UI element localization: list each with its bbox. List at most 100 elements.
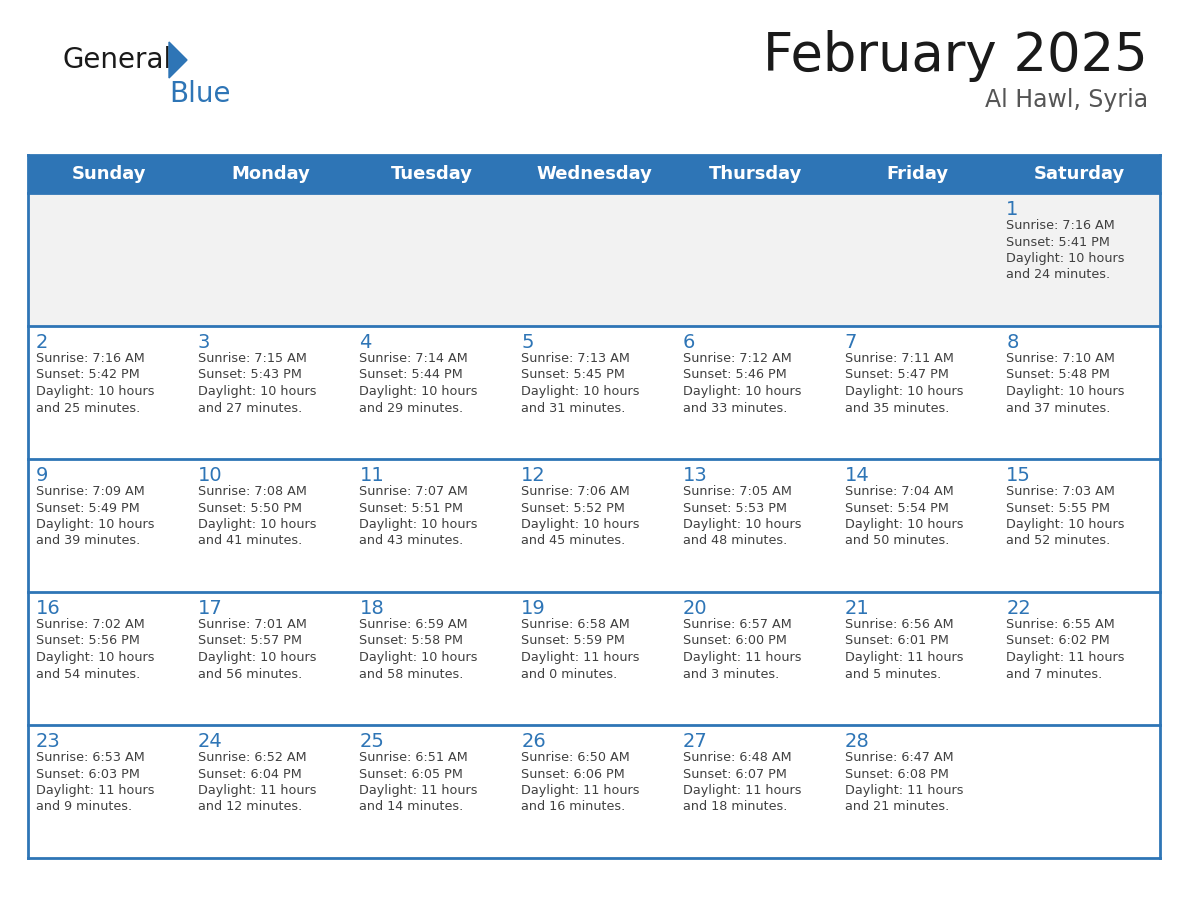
Bar bbox=[29, 459, 190, 592]
Text: 20: 20 bbox=[683, 599, 708, 618]
Text: Sunset: 5:45 PM: Sunset: 5:45 PM bbox=[522, 368, 625, 382]
Text: and 18 minutes.: and 18 minutes. bbox=[683, 800, 788, 813]
Text: and 56 minutes.: and 56 minutes. bbox=[197, 667, 302, 680]
Text: 9: 9 bbox=[36, 466, 49, 485]
Bar bbox=[998, 326, 1159, 459]
Text: Daylight: 10 hours: Daylight: 10 hours bbox=[1006, 385, 1125, 398]
Text: Sunset: 5:44 PM: Sunset: 5:44 PM bbox=[360, 368, 463, 382]
Bar bbox=[998, 459, 1159, 592]
Text: Sunset: 6:03 PM: Sunset: 6:03 PM bbox=[36, 767, 140, 780]
Text: Sunrise: 6:51 AM: Sunrise: 6:51 AM bbox=[360, 751, 468, 764]
Text: 14: 14 bbox=[845, 466, 870, 485]
Bar bbox=[836, 592, 998, 725]
Bar bbox=[29, 193, 190, 326]
Bar bbox=[513, 725, 675, 858]
Text: and 39 minutes.: and 39 minutes. bbox=[36, 534, 140, 547]
Bar bbox=[352, 459, 513, 592]
Text: Daylight: 10 hours: Daylight: 10 hours bbox=[522, 518, 639, 531]
Text: Sunday: Sunday bbox=[71, 165, 146, 183]
Text: Sunrise: 7:10 AM: Sunrise: 7:10 AM bbox=[1006, 352, 1116, 365]
Text: Daylight: 10 hours: Daylight: 10 hours bbox=[197, 651, 316, 664]
Text: 3: 3 bbox=[197, 333, 210, 352]
Text: and 58 minutes.: and 58 minutes. bbox=[360, 667, 463, 680]
Text: Saturday: Saturday bbox=[1034, 165, 1125, 183]
Text: and 9 minutes.: and 9 minutes. bbox=[36, 800, 132, 813]
Text: Sunrise: 6:52 AM: Sunrise: 6:52 AM bbox=[197, 751, 307, 764]
Text: and 41 minutes.: and 41 minutes. bbox=[197, 534, 302, 547]
Bar bbox=[675, 193, 836, 326]
Text: Daylight: 10 hours: Daylight: 10 hours bbox=[197, 518, 316, 531]
Text: Sunrise: 7:03 AM: Sunrise: 7:03 AM bbox=[1006, 485, 1116, 498]
Text: 18: 18 bbox=[360, 599, 384, 618]
Text: Sunrise: 7:14 AM: Sunrise: 7:14 AM bbox=[360, 352, 468, 365]
Text: 24: 24 bbox=[197, 732, 222, 751]
Text: Sunrise: 6:53 AM: Sunrise: 6:53 AM bbox=[36, 751, 145, 764]
Text: 27: 27 bbox=[683, 732, 708, 751]
Text: Sunrise: 7:01 AM: Sunrise: 7:01 AM bbox=[197, 618, 307, 631]
Text: Sunrise: 7:12 AM: Sunrise: 7:12 AM bbox=[683, 352, 791, 365]
Text: and 21 minutes.: and 21 minutes. bbox=[845, 800, 949, 813]
Text: and 37 minutes.: and 37 minutes. bbox=[1006, 401, 1111, 415]
Bar bbox=[998, 592, 1159, 725]
Text: Sunset: 5:42 PM: Sunset: 5:42 PM bbox=[36, 368, 140, 382]
Text: 19: 19 bbox=[522, 599, 546, 618]
Text: Sunset: 5:58 PM: Sunset: 5:58 PM bbox=[360, 634, 463, 647]
Text: 8: 8 bbox=[1006, 333, 1018, 352]
Bar bbox=[998, 725, 1159, 858]
Text: 21: 21 bbox=[845, 599, 870, 618]
Bar bbox=[29, 725, 190, 858]
Text: and 3 minutes.: and 3 minutes. bbox=[683, 667, 779, 680]
Text: and 24 minutes.: and 24 minutes. bbox=[1006, 268, 1111, 282]
Bar bbox=[352, 193, 513, 326]
Text: Sunrise: 7:13 AM: Sunrise: 7:13 AM bbox=[522, 352, 630, 365]
Bar bbox=[836, 193, 998, 326]
Text: Sunset: 5:46 PM: Sunset: 5:46 PM bbox=[683, 368, 786, 382]
Text: Monday: Monday bbox=[232, 165, 310, 183]
Text: Sunset: 5:47 PM: Sunset: 5:47 PM bbox=[845, 368, 948, 382]
Text: and 50 minutes.: and 50 minutes. bbox=[845, 534, 949, 547]
Text: 6: 6 bbox=[683, 333, 695, 352]
Text: and 31 minutes.: and 31 minutes. bbox=[522, 401, 626, 415]
Text: Sunrise: 6:58 AM: Sunrise: 6:58 AM bbox=[522, 618, 630, 631]
Text: Daylight: 10 hours: Daylight: 10 hours bbox=[683, 385, 802, 398]
Text: Sunrise: 7:16 AM: Sunrise: 7:16 AM bbox=[36, 352, 145, 365]
Text: Sunset: 5:56 PM: Sunset: 5:56 PM bbox=[36, 634, 140, 647]
Bar bbox=[675, 459, 836, 592]
Bar bbox=[352, 725, 513, 858]
Text: Sunrise: 7:05 AM: Sunrise: 7:05 AM bbox=[683, 485, 791, 498]
Text: Sunset: 5:57 PM: Sunset: 5:57 PM bbox=[197, 634, 302, 647]
Bar bbox=[190, 459, 352, 592]
Text: Daylight: 10 hours: Daylight: 10 hours bbox=[683, 518, 802, 531]
Text: Daylight: 10 hours: Daylight: 10 hours bbox=[845, 385, 963, 398]
Text: and 27 minutes.: and 27 minutes. bbox=[197, 401, 302, 415]
Bar bbox=[675, 326, 836, 459]
Text: Sunrise: 7:08 AM: Sunrise: 7:08 AM bbox=[197, 485, 307, 498]
Text: Sunset: 5:51 PM: Sunset: 5:51 PM bbox=[360, 501, 463, 514]
Text: Sunset: 6:02 PM: Sunset: 6:02 PM bbox=[1006, 634, 1110, 647]
Text: Daylight: 11 hours: Daylight: 11 hours bbox=[197, 784, 316, 797]
Text: Sunset: 5:55 PM: Sunset: 5:55 PM bbox=[1006, 501, 1111, 514]
Text: Sunset: 6:01 PM: Sunset: 6:01 PM bbox=[845, 634, 948, 647]
Text: 15: 15 bbox=[1006, 466, 1031, 485]
Text: and 54 minutes.: and 54 minutes. bbox=[36, 667, 140, 680]
Text: and 14 minutes.: and 14 minutes. bbox=[360, 800, 463, 813]
Bar bbox=[352, 592, 513, 725]
Text: Sunset: 5:43 PM: Sunset: 5:43 PM bbox=[197, 368, 302, 382]
Text: Sunrise: 6:47 AM: Sunrise: 6:47 AM bbox=[845, 751, 953, 764]
Text: Sunrise: 7:16 AM: Sunrise: 7:16 AM bbox=[1006, 219, 1116, 232]
Text: 23: 23 bbox=[36, 732, 61, 751]
Text: and 48 minutes.: and 48 minutes. bbox=[683, 534, 788, 547]
Text: and 43 minutes.: and 43 minutes. bbox=[360, 534, 463, 547]
Text: 28: 28 bbox=[845, 732, 870, 751]
Bar bbox=[513, 193, 675, 326]
Text: Sunset: 5:54 PM: Sunset: 5:54 PM bbox=[845, 501, 948, 514]
Text: 1: 1 bbox=[1006, 200, 1018, 219]
Text: Sunset: 5:41 PM: Sunset: 5:41 PM bbox=[1006, 236, 1110, 249]
Text: 16: 16 bbox=[36, 599, 61, 618]
Text: Daylight: 10 hours: Daylight: 10 hours bbox=[36, 385, 154, 398]
Text: Daylight: 10 hours: Daylight: 10 hours bbox=[1006, 252, 1125, 265]
Text: Sunset: 5:49 PM: Sunset: 5:49 PM bbox=[36, 501, 140, 514]
Bar bbox=[190, 193, 352, 326]
Text: and 7 minutes.: and 7 minutes. bbox=[1006, 667, 1102, 680]
Text: Daylight: 11 hours: Daylight: 11 hours bbox=[1006, 651, 1125, 664]
